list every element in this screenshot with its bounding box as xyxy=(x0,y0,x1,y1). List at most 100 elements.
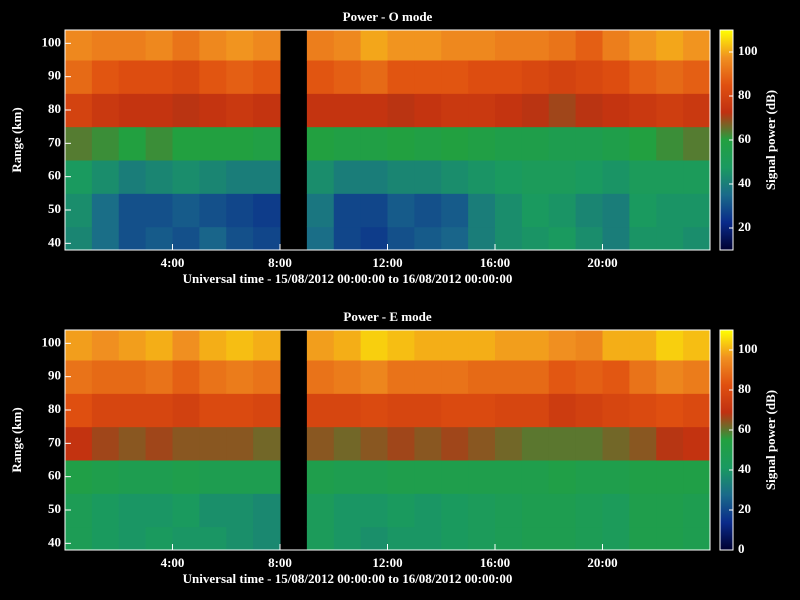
heatmap-cell xyxy=(387,60,415,94)
heatmap-cell xyxy=(118,193,147,228)
heatmap-cell xyxy=(414,330,442,361)
heatmap-cell xyxy=(199,493,227,528)
heatmap-cell xyxy=(521,493,550,528)
heatmap-cell xyxy=(495,126,523,161)
heatmap-cell xyxy=(360,226,388,250)
heatmap-cell xyxy=(199,93,227,128)
y-tick-label: 90 xyxy=(48,368,61,383)
heatmap-cell xyxy=(548,393,577,428)
heatmap-cell xyxy=(65,330,93,361)
heatmap-cell xyxy=(495,30,523,61)
heatmap-cell xyxy=(629,226,657,250)
heatmap-cell xyxy=(199,460,227,494)
heatmap-cell xyxy=(656,360,684,394)
heatmap-cell xyxy=(145,193,173,228)
heatmap-cell xyxy=(521,30,550,61)
colorbar-tick-label: 80 xyxy=(738,381,751,396)
colorbar-label: Signal power (dB) xyxy=(763,390,778,490)
heatmap-cell xyxy=(414,426,442,461)
heatmap-cell xyxy=(495,60,523,94)
heatmap-cell xyxy=(575,493,603,528)
heatmap-cell xyxy=(656,226,684,250)
heatmap-cell xyxy=(333,426,362,461)
heatmap-cell xyxy=(441,193,469,228)
colorbar-tick-label: 40 xyxy=(738,175,751,190)
heatmap-cell xyxy=(360,393,388,428)
heatmap-cell xyxy=(145,330,173,361)
heatmap-cell xyxy=(145,493,173,528)
heatmap-cell xyxy=(253,460,281,494)
heatmap-cell xyxy=(683,226,710,250)
heatmap-cell xyxy=(333,460,362,494)
heatmap-cell xyxy=(602,60,630,94)
heatmap-cell xyxy=(602,93,630,128)
heatmap-cell xyxy=(91,426,120,461)
heatmap-cell xyxy=(575,93,603,128)
x-tick-label: 8:00 xyxy=(268,255,292,270)
heatmap-cell xyxy=(253,360,281,394)
heatmap-cell xyxy=(360,60,388,94)
colorbar-tick-label: 20 xyxy=(738,219,751,234)
heatmap-cell xyxy=(495,160,523,194)
heatmap-cell xyxy=(387,360,415,394)
heatmap-cell xyxy=(387,493,415,528)
heatmap-cell xyxy=(656,30,684,61)
heatmap-cell xyxy=(118,493,147,528)
heatmap-cell xyxy=(172,526,200,550)
heatmap-cell xyxy=(333,493,362,528)
y-tick-label: 70 xyxy=(48,134,61,149)
heatmap-cell xyxy=(468,493,496,528)
heatmap-cell xyxy=(414,393,442,428)
heatmap-cell xyxy=(656,160,684,194)
x-tick-label: 20:00 xyxy=(587,555,617,570)
heatmap-cell xyxy=(253,526,281,550)
heatmap-cell xyxy=(172,330,200,361)
heatmap-cell xyxy=(414,460,442,494)
heatmap-cell xyxy=(360,93,388,128)
heatmap-cell xyxy=(548,426,577,461)
heatmap-cell xyxy=(656,426,684,461)
heatmap-cell xyxy=(226,360,254,394)
heatmap-cell xyxy=(65,30,93,61)
heatmap-cell xyxy=(118,60,147,94)
heatmap-cell xyxy=(91,193,120,228)
heatmap-cell xyxy=(521,93,550,128)
heatmap-cell xyxy=(172,93,200,128)
heatmap-cell xyxy=(575,30,603,61)
heatmap-cell xyxy=(468,160,496,194)
colorbar-label: Signal power (dB) xyxy=(763,90,778,190)
heatmap-cell xyxy=(548,226,577,250)
heatmap-cell xyxy=(91,393,120,428)
heatmap-cell xyxy=(118,93,147,128)
heatmap-cell xyxy=(548,526,577,550)
heatmap-cell xyxy=(172,426,200,461)
heatmap-cell xyxy=(521,330,550,361)
colorbar-tick-label: 100 xyxy=(738,341,758,356)
heatmap-cell xyxy=(306,160,335,194)
heatmap-cell xyxy=(602,330,630,361)
heatmap-cell xyxy=(333,30,362,61)
heatmap-cell xyxy=(65,526,93,550)
heatmap-cell xyxy=(468,526,496,550)
y-axis-label: Range (km) xyxy=(9,407,24,472)
heatmap-cell xyxy=(629,126,657,161)
heatmap-cell xyxy=(91,360,120,394)
heatmap-cell xyxy=(226,60,254,94)
heatmap-cell xyxy=(360,460,388,494)
heatmap-cell xyxy=(253,93,281,128)
heatmap-cell xyxy=(145,360,173,394)
heatmap-cell xyxy=(602,126,630,161)
heatmap-cell xyxy=(683,526,710,550)
heatmap-cell xyxy=(548,330,577,361)
heatmap-cell xyxy=(629,393,657,428)
colorbar-tick-label: 40 xyxy=(738,461,751,476)
heatmap-cell xyxy=(575,226,603,250)
heatmap-cell xyxy=(306,330,335,361)
heatmap-cell xyxy=(414,160,442,194)
heatmap-cell xyxy=(226,93,254,128)
heatmap-cell xyxy=(226,393,254,428)
heatmap xyxy=(65,330,710,550)
heatmap-cell xyxy=(495,460,523,494)
heatmap-cell xyxy=(468,393,496,428)
heatmap-cell xyxy=(333,60,362,94)
